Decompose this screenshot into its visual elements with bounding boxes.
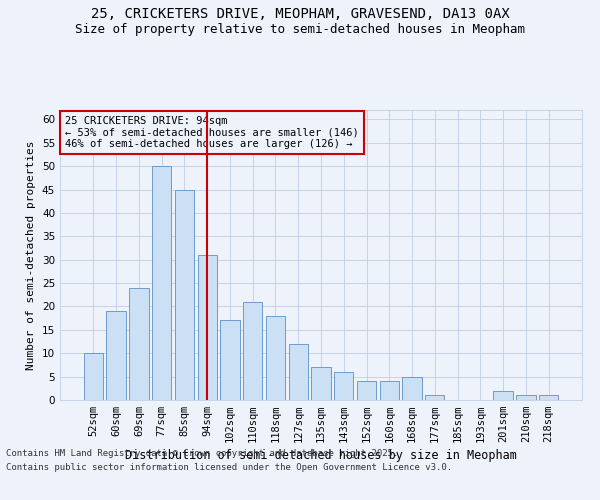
Bar — [289, 344, 308, 400]
Bar — [311, 368, 331, 400]
Bar — [539, 396, 558, 400]
Bar — [106, 311, 126, 400]
Bar — [197, 255, 217, 400]
Bar — [243, 302, 262, 400]
Text: 25, CRICKETERS DRIVE, MEOPHAM, GRAVESEND, DA13 0AX: 25, CRICKETERS DRIVE, MEOPHAM, GRAVESEND… — [91, 8, 509, 22]
Bar — [175, 190, 194, 400]
Bar — [403, 376, 422, 400]
Bar — [129, 288, 149, 400]
Bar — [516, 396, 536, 400]
X-axis label: Distribution of semi-detached houses by size in Meopham: Distribution of semi-detached houses by … — [125, 450, 517, 462]
Bar — [334, 372, 353, 400]
Bar — [84, 353, 103, 400]
Text: Contains public sector information licensed under the Open Government Licence v3: Contains public sector information licen… — [6, 464, 452, 472]
Bar — [266, 316, 285, 400]
Bar — [425, 396, 445, 400]
Text: Contains HM Land Registry data © Crown copyright and database right 2025.: Contains HM Land Registry data © Crown c… — [6, 448, 398, 458]
Text: Size of property relative to semi-detached houses in Meopham: Size of property relative to semi-detach… — [75, 22, 525, 36]
Bar — [220, 320, 239, 400]
Bar — [357, 382, 376, 400]
Y-axis label: Number of semi-detached properties: Number of semi-detached properties — [26, 140, 37, 370]
Bar — [380, 382, 399, 400]
Text: 25 CRICKETERS DRIVE: 94sqm
← 53% of semi-detached houses are smaller (146)
46% o: 25 CRICKETERS DRIVE: 94sqm ← 53% of semi… — [65, 116, 359, 149]
Bar — [493, 390, 513, 400]
Bar — [152, 166, 172, 400]
